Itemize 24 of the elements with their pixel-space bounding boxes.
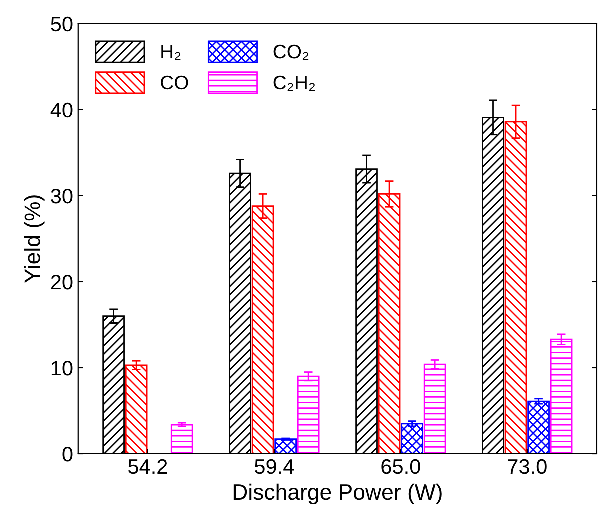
legend-label: CO₂ xyxy=(274,44,309,60)
bar xyxy=(528,400,550,454)
legend-label: H₂ xyxy=(162,45,181,60)
x-axis-title: Discharge Power (W) xyxy=(234,484,442,505)
bar xyxy=(297,376,320,454)
y-tick-label: 0 xyxy=(62,447,73,462)
bar xyxy=(401,423,424,454)
y-axis-title: Yield (%) xyxy=(24,196,45,284)
y-tick-label: 40 xyxy=(50,102,73,118)
legend-label: CO xyxy=(161,76,188,90)
bar xyxy=(424,364,446,454)
x-tick-label: 59.4 xyxy=(255,459,294,474)
y-tick-label: 20 xyxy=(51,274,73,290)
bar xyxy=(170,424,194,454)
legend-label: C₂H₂ xyxy=(274,76,316,92)
bar xyxy=(125,364,148,454)
x-tick-label: 65.0 xyxy=(382,459,420,474)
x-tick-label: 54.2 xyxy=(128,459,168,474)
y-tick-label: 30 xyxy=(51,188,73,204)
bar xyxy=(550,338,573,454)
y-tick-label: 10 xyxy=(52,360,73,376)
x-tick-label: 73.0 xyxy=(508,459,547,474)
y-tick-label: 50 xyxy=(51,16,73,32)
bar xyxy=(274,438,297,454)
